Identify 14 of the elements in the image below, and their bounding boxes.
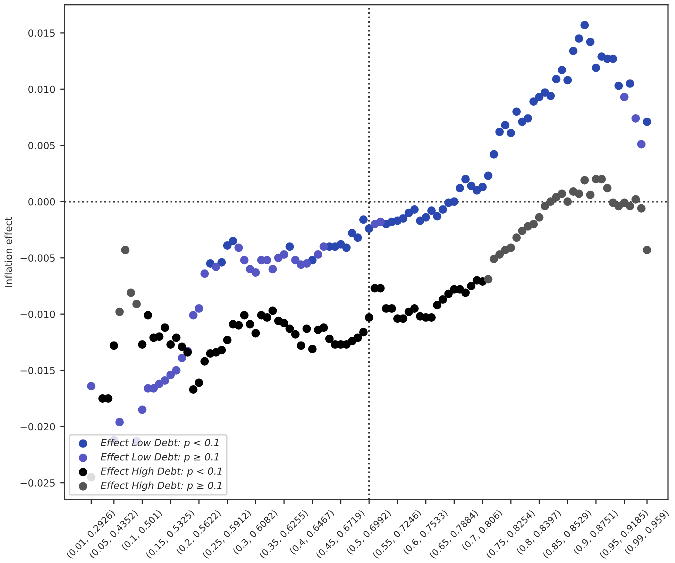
- y-axis-title: Inflation effect: [4, 217, 12, 287]
- y-tick-label: −0.020: [20, 423, 56, 431]
- y-tick-label: 0.010: [28, 86, 56, 94]
- legend-label: Effect High Debt: p ≥ 0.1: [101, 482, 222, 492]
- y-tick-label: 0.000: [28, 198, 56, 206]
- y-tick-label: −0.015: [20, 367, 55, 374]
- y-tick-label: 0.005: [28, 142, 55, 150]
- legend-label: Effect Low Debt: p ≥ 0.1: [101, 453, 219, 463]
- y-tick-label: −0.005: [20, 254, 55, 262]
- legend-label: Effect Low Debt: p < 0.1: [101, 438, 219, 448]
- y-tick-label: −0.025: [20, 480, 55, 487]
- y-tick-label: −0.010: [20, 310, 56, 318]
- legend-label: Effect High Debt: p < 0.1: [101, 468, 222, 477]
- y-tick-label: 0.015: [28, 30, 55, 38]
